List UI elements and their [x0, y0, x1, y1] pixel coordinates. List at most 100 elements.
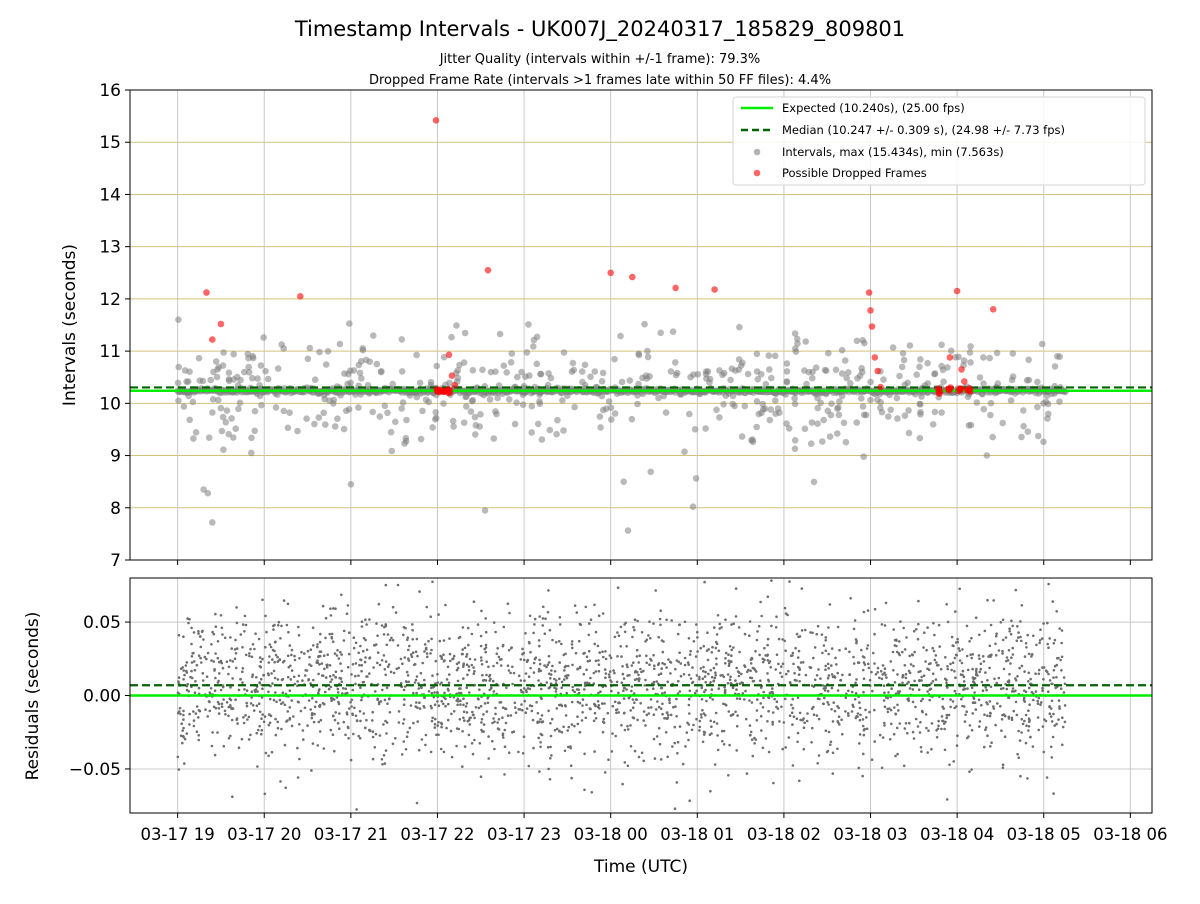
residual-point	[911, 653, 914, 657]
residual-point	[493, 747, 496, 751]
residual-point	[637, 677, 641, 680]
residual-point	[593, 750, 596, 753]
residual-point	[1030, 653, 1034, 656]
residual-point	[1029, 677, 1032, 681]
residual-point	[229, 734, 232, 738]
interval-point	[987, 411, 994, 419]
residual-point	[565, 676, 569, 680]
residual-point	[695, 674, 699, 677]
interval-point	[801, 425, 809, 433]
residual-point	[251, 673, 255, 676]
interval-point	[507, 359, 515, 366]
interval-point	[416, 379, 424, 387]
residual-point	[268, 655, 271, 658]
residual-point	[484, 650, 488, 654]
residual-point	[926, 667, 929, 671]
residual-point	[285, 623, 289, 627]
residual-point	[267, 723, 271, 727]
residual-point	[417, 682, 420, 685]
residual-point	[262, 673, 266, 677]
interval-point	[399, 399, 407, 406]
residual-point	[336, 687, 340, 691]
residual-point	[974, 708, 978, 711]
residual-point	[479, 634, 483, 638]
residual-point	[945, 716, 948, 720]
interval-point	[791, 437, 799, 444]
interval-point	[389, 380, 397, 388]
residual-point	[791, 697, 794, 701]
residual-point	[836, 747, 839, 751]
residual-point	[501, 716, 504, 719]
residual-point	[410, 655, 414, 658]
residual-point	[678, 690, 682, 693]
residual-point	[908, 687, 912, 690]
residual-point	[482, 730, 485, 733]
residual-point	[359, 686, 362, 689]
residual-point	[866, 609, 870, 612]
residual-point	[418, 590, 421, 593]
residual-point	[663, 662, 666, 666]
residual-point	[403, 685, 407, 688]
residual-point	[440, 681, 443, 684]
residual-point	[440, 700, 444, 703]
residual-point	[212, 705, 216, 709]
residual-point	[1051, 735, 1055, 739]
residual-point	[1005, 687, 1009, 691]
residual-point	[626, 665, 629, 669]
residual-point	[233, 648, 237, 651]
residual-point	[506, 602, 510, 605]
residual-point	[727, 774, 730, 777]
residual-point	[974, 673, 978, 677]
residual-point	[813, 646, 817, 649]
residual-point	[756, 698, 759, 701]
residual-point	[710, 688, 714, 691]
residual-point	[993, 677, 996, 681]
residual-point	[477, 706, 481, 710]
residual-point	[821, 684, 825, 687]
residual-point	[649, 636, 652, 640]
residual-point	[723, 691, 727, 695]
interval-point	[825, 349, 832, 357]
residual-point	[303, 652, 306, 655]
residual-point	[674, 667, 677, 671]
residual-point	[450, 755, 454, 759]
x-tick-label: 03-18 00	[574, 825, 648, 844]
residual-point	[258, 724, 262, 728]
interval-point	[847, 380, 854, 387]
residual-point	[545, 681, 549, 684]
interval-point	[174, 379, 182, 387]
interval-point	[209, 396, 217, 403]
residual-point	[766, 659, 770, 662]
residual-point	[452, 657, 455, 660]
residual-point	[936, 727, 940, 730]
residual-point	[1030, 690, 1034, 694]
residual-point	[686, 661, 690, 664]
residual-point	[802, 747, 806, 751]
residual-point	[645, 713, 649, 717]
residual-point	[861, 724, 865, 728]
residual-point	[381, 688, 384, 692]
residual-point	[273, 676, 277, 680]
interval-point	[433, 362, 441, 370]
interval-point	[356, 369, 364, 377]
residual-point	[418, 701, 421, 704]
residual-point	[677, 660, 680, 664]
interval-point	[253, 390, 261, 398]
residual-point	[373, 746, 377, 749]
dropped-frame-point	[946, 354, 954, 361]
residual-point	[645, 661, 648, 665]
residual-point	[889, 660, 893, 663]
residual-point	[880, 766, 884, 770]
residual-point	[542, 605, 545, 609]
residual-point	[671, 745, 674, 748]
residual-point	[647, 712, 651, 715]
residual-point	[1052, 712, 1055, 716]
residual-point	[631, 635, 634, 639]
residual-point	[945, 798, 949, 801]
dropped-frame-point	[209, 336, 216, 343]
residual-point	[177, 676, 181, 679]
interval-point	[686, 410, 693, 418]
residual-point	[488, 688, 492, 692]
interval-point	[398, 368, 406, 375]
interval-point	[976, 374, 984, 381]
